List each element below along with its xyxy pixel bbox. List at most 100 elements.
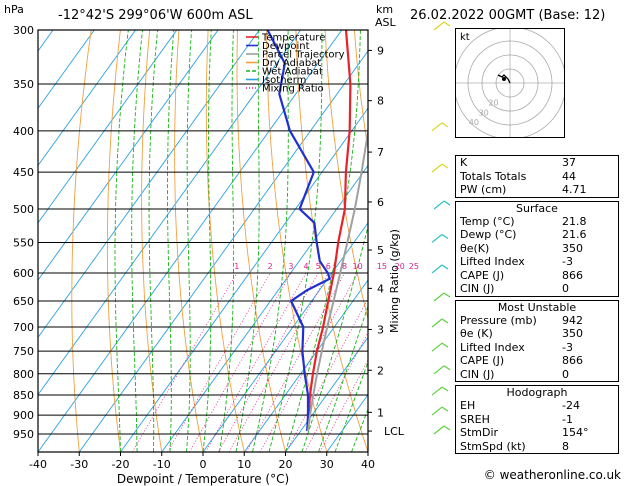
index-row: θe(K) 350 [456,242,618,256]
profiles [266,30,368,432]
wind-barb-flag [443,200,451,206]
wet-adiabat-line [235,30,260,452]
mixing-ratio-label: 3 [288,262,293,271]
index-value: 8 [562,439,569,453]
dry-adiabat-line [106,30,121,452]
index-value: 4.71 [562,183,587,196]
height-tick-label: 1 [377,406,384,419]
index-row: Lifted Index -3 [456,255,618,269]
mixing-ratio-line [228,272,329,452]
isotherm-line [38,30,136,167]
wind-barb-flag [441,163,449,169]
index-label: StmSpd (kt) [460,439,526,453]
wind-barb [431,386,443,396]
index-value: 866 [562,268,583,282]
height-tick-label: 8 [377,95,384,108]
isotherm-line [38,30,260,339]
mixing-ratio-label: 8 [342,262,347,271]
index-label: CIN (J) [460,367,495,381]
wind-barb [431,342,443,352]
x-tick-label: 0 [200,458,207,471]
wind-barb-flag [441,233,449,239]
location-title: -12°42'S 299°06'W 600m ASL [58,8,253,23]
mixing-ratio-label: 15 [377,262,387,271]
x-tick-label: -30 [70,458,88,471]
isotherm-line [285,336,368,452]
wind-barb-flag [443,292,451,298]
index-value: 154° [562,426,589,439]
surface-box: Surface Temp (°C) 21.8 Dewp (°C) 21.6 θe(K) 3… [455,200,619,297]
index-label: CAPE (J) [460,268,505,282]
height-tick-label: 2 [377,364,384,377]
index-value: 21.6 [562,228,587,241]
mixing-ratio-line [189,272,292,452]
index-value: 350 [562,241,583,255]
wet-adiabat-line [148,30,159,452]
most-unstable-box: Most Unstable Pressure (mb) 942 θe (K) 350 L… [455,299,619,382]
mixing-ratio-line [218,272,319,452]
x-tick-label: 10 [237,458,251,471]
mixing-ratio-label: 25 [409,262,419,271]
index-label: Lifted Index [460,340,525,354]
mixing-ratio-line [304,331,368,452]
wind-barb [431,318,443,328]
hodograph-ring-label: 30 [479,108,489,117]
index-label: EH [460,399,476,412]
mixing-ratio-label: 6 [326,262,331,271]
pressure-tick-label: 900 [13,409,34,422]
storm-motion-marker [502,77,506,81]
index-label: K [460,156,468,169]
index-label: θe (K) [460,327,493,340]
dry-adiabat-line [71,30,92,452]
hodograph-ring-label: 40 [469,118,479,127]
dry-adiabat-line [205,30,245,452]
wet-adiabat-line [186,30,192,452]
isotherm-line [38,30,95,110]
index-value: 866 [562,354,583,367]
index-label: Totals Totals [460,169,527,183]
index-value: 0 [562,367,569,381]
index-row: CIN (J) 0 [456,282,618,296]
wind-barb [433,365,445,375]
x-tick-label: -20 [112,458,130,471]
index-label: PW (cm) [460,183,507,196]
x-tick-label: 40 [361,458,375,471]
wind-barb [431,264,443,274]
index-label: Pressure (mb) [460,313,537,327]
index-row: Totals Totals 44 [456,170,618,184]
dewpoint-line [266,30,332,432]
mixing-ratio-line [246,272,345,452]
pressure-tick-label: 500 [13,203,34,216]
legend-label: Wet Adiabat [262,67,323,78]
index-row: Temp (°C) 21.8 [456,215,618,229]
hodograph-kt-label: kt [460,32,470,43]
legend-label: Temperature [261,33,325,44]
wet-adiabat-line [114,30,129,452]
pressure-tick-label: 400 [13,125,34,138]
wind-barb-flag [441,342,449,348]
mixing-ratio-line [205,272,307,452]
most-unstable-title: Most Unstable [497,300,577,314]
wet-adiabat-line [268,30,323,452]
background-lines [38,29,629,452]
dry-adiabat-line [618,30,629,452]
index-row: Dewp (°C) 21.6 [456,228,618,242]
pressure-tick-label: 600 [13,267,34,280]
height-tick-label: 6 [377,196,384,209]
indices-box: K 37 Totals Totals 44 PW (cm) 4.71 [455,155,619,198]
wind-barb [433,200,445,210]
index-row: CIN (J) 0 [456,368,618,382]
wind-barb [433,21,445,31]
mixing-ratio-label: 10 [352,262,362,271]
index-label: CIN (J) [460,282,495,295]
height-tick-label: 7 [377,146,384,159]
asl-label: ASL [375,16,397,29]
index-value: 37 [562,156,576,169]
mixing-ratio-line [319,359,368,452]
dry-adiabat-line [174,30,204,452]
temperature-line [306,30,352,432]
x-tick-label: -40 [29,458,47,471]
